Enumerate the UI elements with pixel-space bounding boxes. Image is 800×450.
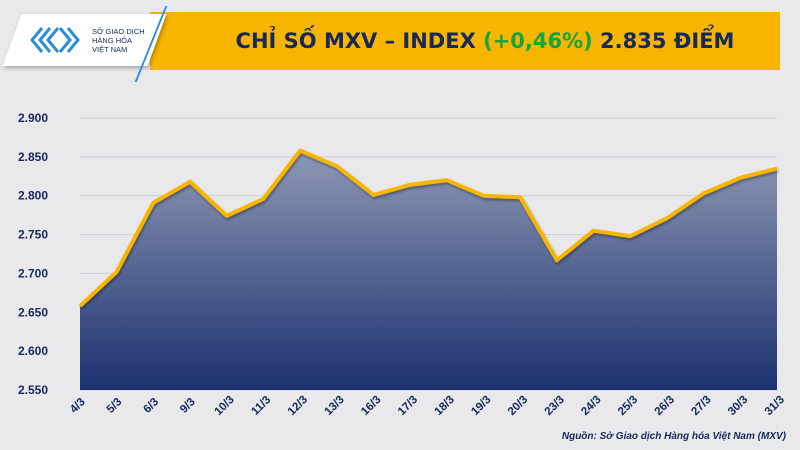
x-tick-label: 9/3 <box>178 396 198 416</box>
source-note: Nguồn: Sở Giao dịch Hàng hóa Việt Nam (M… <box>561 431 786 442</box>
x-tick-label: 17/3 <box>396 394 420 418</box>
x-tick-label: 19/3 <box>469 394 493 418</box>
x-tick-label: 13/3 <box>323 394 347 418</box>
x-tick-label: 4/3 <box>68 396 88 416</box>
x-tick-label: 27/3 <box>689 394 713 418</box>
x-tick-label: 5/3 <box>105 396 125 416</box>
x-tick-label: 16/3 <box>359 394 383 418</box>
x-tick-label: 6/3 <box>141 396 161 416</box>
x-tick-label: 30/3 <box>726 394 750 418</box>
x-tick-label: 10/3 <box>212 394 236 418</box>
y-tick-label: 2.750 <box>18 228 48 242</box>
logo-text: SỞ GIAO DỊCH HÀNG HÓA VIỆT NAM <box>92 27 145 54</box>
x-tick-label: 11/3 <box>249 394 273 418</box>
y-tick-label: 2.900 <box>18 111 48 125</box>
title-prefix: CHỈ SỐ MXV – INDEX <box>235 29 484 53</box>
x-tick-label: 31/3 <box>763 394 787 418</box>
logo-line: SỞ GIAO DỊCH <box>92 26 145 36</box>
chart-title: CHỈ SỐ MXV – INDEX (+0,46%) 2.835 ĐIỂM <box>236 29 735 53</box>
area-fill <box>80 150 777 390</box>
logo-line: HÀNG HÓA <box>92 35 133 45</box>
y-tick-label: 2.850 <box>18 150 48 164</box>
x-tick-label: 23/3 <box>543 394 567 418</box>
x-tick-label: 25/3 <box>616 394 640 418</box>
y-tick-label: 2.700 <box>18 266 48 280</box>
x-tick-label: 24/3 <box>579 394 603 418</box>
logo-line: VIỆT NAM <box>92 44 128 54</box>
series-line <box>78 148 778 308</box>
y-tick-label: 2.550 <box>18 383 48 397</box>
x-tick-label: 12/3 <box>286 394 310 418</box>
y-tick-label: 2.650 <box>18 305 48 319</box>
title-banner: CHỈ SỐ MXV – INDEX (+0,46%) 2.835 ĐIỂM <box>150 12 780 70</box>
mxv-logo-icon <box>30 27 80 53</box>
x-tick-label: 18/3 <box>433 394 457 418</box>
y-tick-label: 2.600 <box>18 344 48 358</box>
x-tick-label: 20/3 <box>506 394 530 418</box>
title-suffix: 2.835 ĐIỂM <box>592 29 735 53</box>
y-tick-label: 2.800 <box>18 189 48 203</box>
x-tick-label: 26/3 <box>653 394 677 418</box>
title-change: (+0,46%) <box>483 29 593 53</box>
logo-content: SỞ GIAO DỊCH HÀNG HÓA VIỆT NAM <box>30 26 145 54</box>
